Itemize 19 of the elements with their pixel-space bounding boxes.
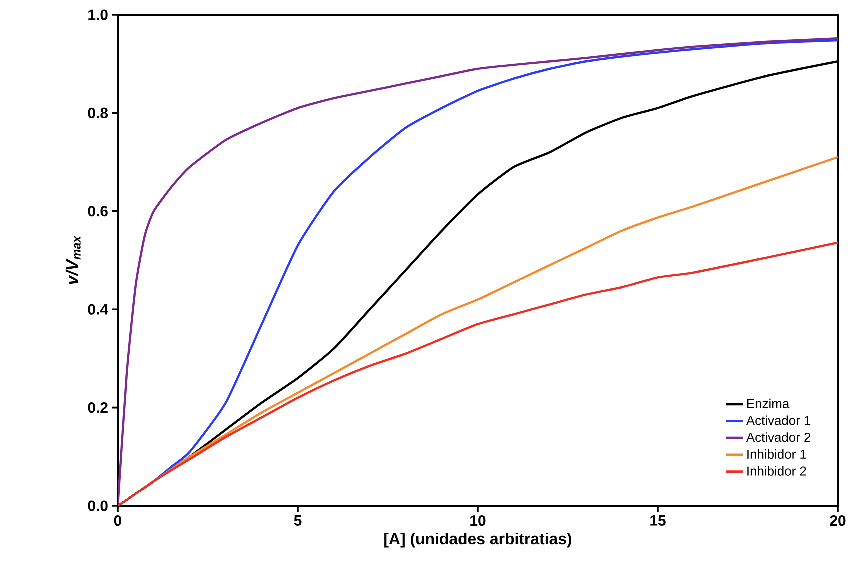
legend-label: Inhibidor 2 (748, 466, 806, 476)
x-tick-label: 0 (114, 516, 122, 526)
legend-label: Activador 1 (746, 416, 811, 426)
y-tick-label: 0.6 (88, 206, 108, 217)
x-tick-label: 15 (650, 516, 666, 526)
legend-label: Inhibidor 1 (748, 450, 806, 460)
y-axis-title: v/V$_{max}$ (66, 236, 81, 284)
y-tick-label: 0.0 (88, 500, 108, 512)
y-tick-label: 0.8 (88, 108, 108, 118)
x-tick-label: 20 (830, 516, 846, 526)
legend-label: Activador 2 (746, 432, 811, 442)
line-series (118, 242, 838, 506)
y-tick-label: 1.0 (88, 10, 108, 20)
x-tick-label: 10 (470, 516, 486, 526)
y-tick-label: 0.4 (88, 304, 108, 315)
y-tick-label: 0.2 (88, 402, 108, 414)
x-axis-title: [A] (unidades arbitratias) (384, 532, 572, 548)
legend-label: Enzima (748, 398, 790, 408)
x-tick-label: 5 (294, 516, 302, 526)
